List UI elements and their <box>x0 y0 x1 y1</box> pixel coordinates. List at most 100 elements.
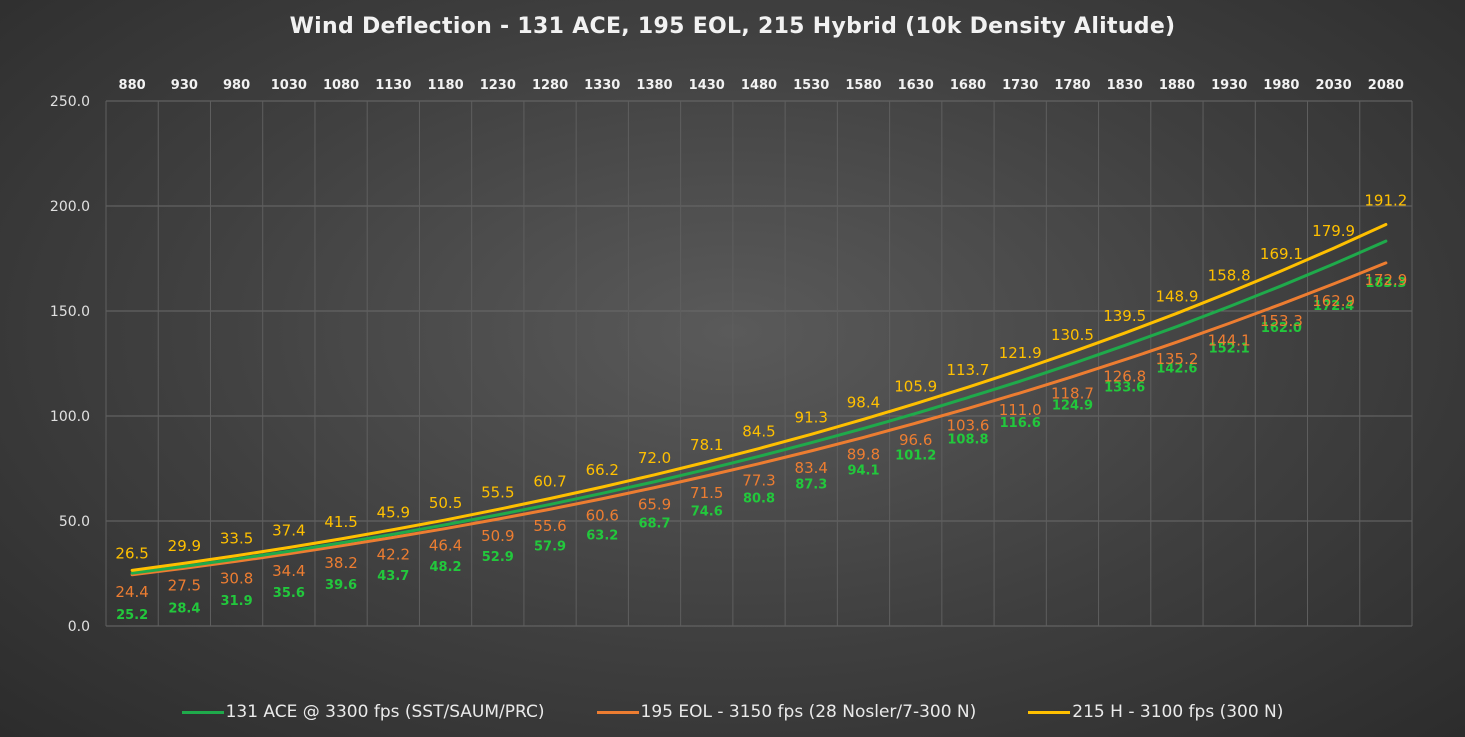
data-label-eol: 89.8 <box>847 445 880 463</box>
series-line-ace <box>130 239 1388 575</box>
data-label-eol: 65.9 <box>638 496 671 514</box>
y-tick-label: 0.0 <box>68 619 90 635</box>
data-label-hybrid: 158.8 <box>1208 267 1251 285</box>
data-label-hybrid: 105.9 <box>894 378 937 396</box>
data-label-ace: 172.4 <box>1313 299 1354 314</box>
legend-label: 131 ACE @ 3300 fps (SST/SAUM/PRC) <box>225 702 545 722</box>
data-label-hybrid: 37.4 <box>272 521 305 539</box>
x-axis-ticks: 880 930 980 1030 1080 1130 1180 1230 1280 1330 138… <box>119 78 1404 93</box>
x-tick-label: 1680 <box>950 78 986 93</box>
data-label-hybrid: 41.5 <box>324 513 357 531</box>
data-label-ace: 108.8 <box>947 433 988 448</box>
data-label-ace: 52.9 <box>482 550 514 565</box>
x-tick-label: 980 <box>223 78 250 93</box>
data-label-hybrid: 78.1 <box>690 436 723 454</box>
data-label-hybrid: 121.9 <box>999 344 1042 362</box>
x-tick-label: 1530 <box>793 78 829 93</box>
data-label-eol: 172.9 <box>1364 271 1407 289</box>
x-tick-label: 1580 <box>845 78 881 93</box>
data-label-hybrid: 139.5 <box>1103 307 1146 325</box>
data-label-eol: 118.7 <box>1051 385 1094 403</box>
x-tick-label: 1880 <box>1159 78 1195 93</box>
x-tick-label: 1380 <box>636 78 672 93</box>
x-tick-label: 1980 <box>1263 78 1299 93</box>
legend-swatch <box>1028 710 1071 714</box>
x-tick-label: 1780 <box>1054 78 1090 93</box>
data-label-ace: 57.9 <box>534 539 566 554</box>
data-label-ace: 43.7 <box>377 569 409 584</box>
data-label-hybrid: 72.0 <box>638 449 671 467</box>
data-labels: 25.2 28.4 31.9 35.6 39.6 43.7 48.2 52.9 57.9 63.2… <box>115 191 1407 623</box>
x-tick-label: 1180 <box>427 78 463 93</box>
data-label-hybrid: 50.5 <box>429 494 462 512</box>
data-label-hybrid: 29.9 <box>168 537 201 555</box>
series-lines <box>130 222 1388 577</box>
data-label-ace: 74.6 <box>691 504 723 519</box>
data-label-eol: 135.2 <box>1155 350 1198 368</box>
data-label-hybrid: 66.2 <box>586 461 619 479</box>
data-label-eol: 71.5 <box>690 484 723 502</box>
legend: 131 ACE @ 3300 fps (SST/SAUM/PRC) 195 EOL… <box>0 702 1465 722</box>
x-tick-label: 930 <box>171 78 198 93</box>
x-tick-label: 1480 <box>741 78 777 93</box>
data-label-hybrid: 113.7 <box>946 361 989 379</box>
data-label-eol: 34.4 <box>272 562 305 580</box>
data-label-ace: 35.6 <box>273 586 305 601</box>
data-label-eol: 46.4 <box>429 537 462 555</box>
data-label-ace: 94.1 <box>847 463 879 478</box>
data-label-eol: 24.4 <box>115 583 148 601</box>
series-line-hybrid <box>130 222 1388 572</box>
y-axis-ticks: 0.0 50.0 100.0 150.0 200.0 250.0 <box>50 94 90 635</box>
x-tick-label: 1730 <box>1002 78 1038 93</box>
x-tick-label: 2030 <box>1316 78 1352 93</box>
data-label-eol: 30.8 <box>220 569 253 587</box>
data-label-ace: 39.6 <box>325 578 357 593</box>
y-tick-label: 250.0 <box>50 94 90 110</box>
data-label-hybrid: 191.2 <box>1364 191 1407 209</box>
data-label-hybrid: 169.1 <box>1260 245 1303 263</box>
legend-label: 215 H - 3100 fps (300 N) <box>1072 702 1284 722</box>
data-label-eol: 38.2 <box>324 554 357 572</box>
x-tick-label: 1630 <box>898 78 934 93</box>
data-label-eol: 83.4 <box>795 459 828 477</box>
y-tick-label: 50.0 <box>59 514 90 530</box>
legend-item-eol: 195 EOL - 3150 fps (28 Nosler/7-300 N) <box>596 702 976 722</box>
data-label-hybrid: 45.9 <box>377 504 410 522</box>
data-label-ace: 28.4 <box>168 601 200 616</box>
data-label-ace: 183.3 <box>1365 276 1406 291</box>
data-label-eol: 60.6 <box>586 507 619 525</box>
data-label-ace: 142.6 <box>1156 362 1197 377</box>
series-line-eol <box>130 261 1388 577</box>
data-label-ace: 63.2 <box>586 528 618 543</box>
data-label-hybrid: 130.5 <box>1051 326 1094 344</box>
data-label-eol: 144.1 <box>1208 331 1251 349</box>
data-label-hybrid: 84.5 <box>742 423 775 441</box>
x-tick-label: 1280 <box>532 78 568 93</box>
data-label-hybrid: 91.3 <box>795 408 828 426</box>
data-label-hybrid: 33.5 <box>220 530 253 548</box>
legend-swatch <box>596 710 639 714</box>
data-label-hybrid: 179.9 <box>1312 222 1355 240</box>
data-label-eol: 162.9 <box>1312 292 1355 310</box>
data-label-ace: 68.7 <box>638 517 670 532</box>
data-label-ace: 87.3 <box>795 478 827 493</box>
data-label-eol: 153.3 <box>1260 312 1303 330</box>
data-label-ace: 152.1 <box>1209 342 1250 357</box>
chart-title: Wind Deflection - 131 ACE, 195 EOL, 215 … <box>289 14 1176 39</box>
data-label-ace: 116.6 <box>1000 416 1041 431</box>
grid-layer <box>105 100 1413 627</box>
data-label-ace: 31.9 <box>221 594 253 609</box>
data-label-eol: 50.9 <box>481 527 514 545</box>
data-label-ace: 133.6 <box>1104 380 1145 395</box>
data-label-ace: 162.0 <box>1261 321 1302 336</box>
x-tick-label: 1430 <box>689 78 725 93</box>
data-label-hybrid: 55.5 <box>481 483 514 501</box>
x-tick-label: 1330 <box>584 78 620 93</box>
data-label-eol: 111.0 <box>999 401 1042 419</box>
data-label-eol: 42.2 <box>377 545 410 563</box>
data-label-hybrid: 98.4 <box>847 393 880 411</box>
data-label-ace: 80.8 <box>743 491 775 506</box>
y-tick-label: 150.0 <box>50 304 90 320</box>
data-label-hybrid: 60.7 <box>533 473 566 491</box>
